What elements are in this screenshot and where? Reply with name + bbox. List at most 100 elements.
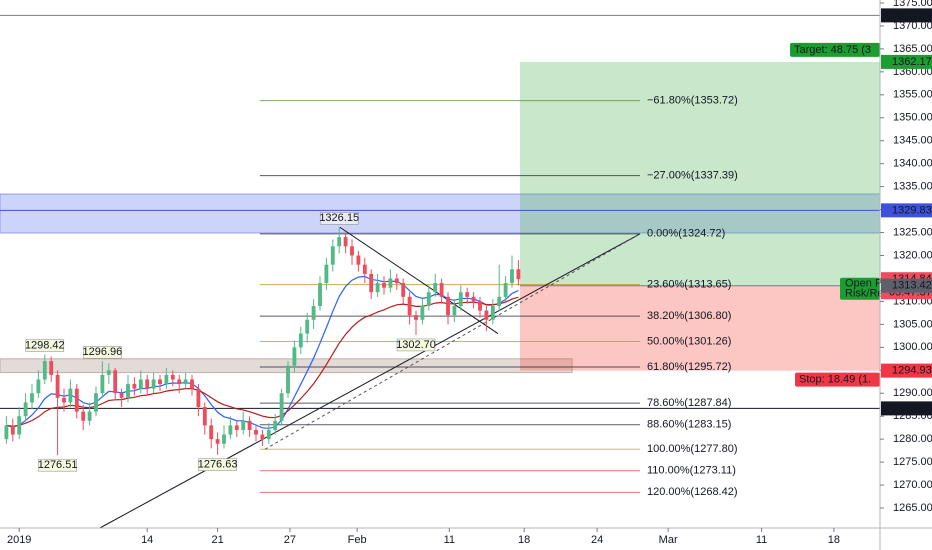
y-tick-label: 1350.00: [893, 112, 932, 124]
candle-body: [241, 420, 246, 430]
candle-body: [81, 411, 86, 421]
candle-body: [497, 296, 502, 307]
candle-body: [94, 393, 98, 412]
position-label: Risk/Re: [845, 288, 884, 300]
candle-body: [196, 388, 201, 408]
x-tick-label: 11: [756, 534, 767, 546]
candle-body: [401, 283, 406, 297]
y-tick-label: 1265.00: [893, 502, 932, 514]
fib-label: 78.60%(1287.84): [647, 397, 731, 409]
candle-body: [305, 319, 310, 334]
candle-body: [458, 292, 463, 307]
candle-body: [388, 278, 393, 288]
extreme-label-box: [25, 339, 65, 352]
position-label: Stop: 18.49 (1.: [799, 374, 871, 386]
price-axis: [881, 0, 932, 528]
price-tag-label: 1372.30: [892, 9, 932, 21]
candle-body: [10, 425, 15, 435]
extreme-label: 1298.42: [25, 339, 65, 351]
y-tick-label: 1370.00: [893, 20, 932, 32]
candle-body: [273, 420, 278, 430]
candle-body: [151, 379, 156, 389]
candle-body: [209, 425, 214, 440]
fib-label: 110.00%(1273.11): [647, 465, 736, 477]
fib-label: 23.60%(1313.65): [647, 279, 731, 291]
x-tick-label: Feb: [348, 534, 367, 546]
candle-body: [202, 407, 207, 426]
extreme-label-box: [396, 338, 436, 352]
candle-body: [420, 306, 425, 320]
y-tick-label: 1305.00: [893, 318, 932, 330]
trend-line: [339, 226, 499, 334]
candle-body: [394, 278, 399, 284]
target-zone: [520, 61, 880, 286]
y-tick-label: 1365.00: [893, 43, 932, 55]
price-tag: [881, 278, 932, 293]
price-tag-label: 1286.70: [892, 402, 932, 414]
candle-body: [49, 361, 54, 375]
y-tick-label: 1320.00: [893, 249, 932, 261]
candle-body: [87, 411, 92, 421]
candle-body: [260, 434, 265, 440]
candle-body: [478, 301, 482, 311]
candle-body: [30, 393, 34, 403]
candle-body: [433, 283, 438, 293]
extreme-label-box: [83, 346, 122, 359]
candle-body: [106, 370, 111, 375]
candle-body: [503, 283, 508, 297]
fib-label: 61.80%(1295.72): [647, 361, 731, 373]
candle-body: [266, 429, 271, 440]
candle-body: [254, 429, 258, 435]
extreme-label: 1326.15: [319, 212, 359, 224]
x-tick-label: 11: [444, 534, 455, 546]
candle-body: [100, 374, 105, 394]
candle-body: [177, 379, 182, 385]
x-tick-label: 14: [141, 534, 153, 546]
extreme-label: 1302.70: [396, 339, 436, 351]
price-tag: [881, 401, 932, 416]
extreme-label: 1276.63: [198, 459, 238, 471]
y-tick-label: 1355.00: [893, 89, 932, 101]
candle-body: [62, 397, 66, 403]
candle-body: [382, 283, 386, 288]
position-label-box: [795, 372, 880, 387]
candle-body: [222, 434, 226, 444]
trend-line: [264, 233, 641, 450]
candle-body: [471, 296, 476, 302]
y-tick-label: 1300.00: [893, 341, 932, 353]
candle-body: [362, 264, 367, 274]
fib-label: 120.00%(1268.42): [647, 486, 738, 498]
trend-line: [99, 233, 641, 529]
candle-body: [490, 306, 495, 320]
fib-label: 88.60%(1283.15): [647, 419, 731, 431]
extreme-label-box: [319, 212, 359, 225]
candle-body: [286, 365, 290, 394]
candle-body: [516, 269, 521, 280]
moving-average: [6, 296, 519, 427]
price-tag: [881, 203, 932, 218]
candle-body: [292, 347, 297, 366]
candle-body: [145, 379, 150, 389]
y-tick-label: 1270.00: [893, 479, 932, 491]
price-tag-label: 1329.83: [892, 204, 932, 216]
x-tick-label: 21: [211, 534, 223, 546]
y-tick-label: 1345.00: [893, 135, 932, 147]
candle-body: [298, 333, 303, 348]
candle-body: [343, 237, 348, 247]
candle-body: [228, 425, 233, 435]
price-tag: [881, 8, 932, 23]
price-tag: [881, 363, 932, 378]
y-tick-label: 1275.00: [893, 456, 932, 468]
candle-body: [350, 246, 354, 256]
candle-body: [113, 370, 118, 394]
candle-body: [17, 416, 22, 435]
candle-body: [215, 439, 220, 444]
x-tick-label: 18: [828, 534, 840, 546]
y-tick-label: 1335.00: [893, 181, 932, 193]
price-tag-label: 1294.93: [892, 365, 932, 377]
x-tick-label: 24: [591, 534, 603, 546]
position-label-box: [840, 277, 880, 300]
candle-body: [164, 374, 169, 385]
fib-label: 0.00%(1324.72): [647, 228, 725, 240]
